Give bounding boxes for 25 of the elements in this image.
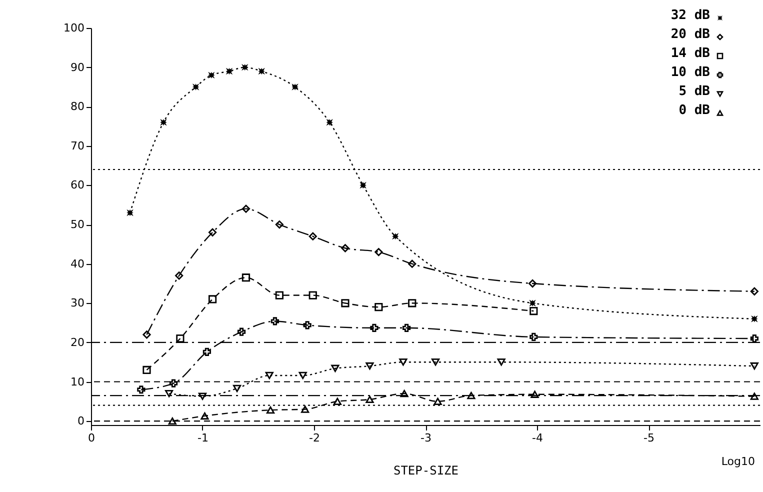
y-tick-label: 20 bbox=[70, 336, 84, 349]
x-tick-label: -5 bbox=[644, 432, 654, 444]
legend-label: 32 dB bbox=[670, 8, 710, 23]
y-tick-label: 80 bbox=[70, 100, 84, 114]
y-tick-label: 0 bbox=[78, 414, 84, 428]
x-tick-label: -4 bbox=[532, 432, 543, 444]
y-tick-label: 30 bbox=[70, 296, 84, 310]
legend-label: 5 dB bbox=[678, 84, 710, 99]
y-tick-label: 10 bbox=[70, 375, 84, 388]
y-tick-label: 100 bbox=[64, 22, 84, 34]
x-tick-label: -2 bbox=[309, 432, 320, 444]
legend-label: 14 dB bbox=[670, 46, 710, 61]
x-tick-label: 0 bbox=[88, 432, 95, 444]
x-axis-title: STEP-SIZE bbox=[393, 464, 459, 478]
y-tick-label: 90 bbox=[70, 60, 84, 74]
y-tick-label: 40 bbox=[70, 257, 84, 270]
legend-label: 0 dB bbox=[678, 103, 710, 118]
text: Log10 bbox=[721, 455, 755, 468]
legend-label: 10 dB bbox=[670, 65, 710, 80]
y-tick-label: 70 bbox=[70, 139, 84, 152]
x-tick-label: -3 bbox=[420, 432, 432, 444]
legend-label: 20 dB bbox=[670, 27, 710, 42]
y-tick-label: 50 bbox=[70, 218, 84, 232]
y-tick-label: 60 bbox=[70, 178, 84, 192]
x-tick-label: -1 bbox=[198, 432, 208, 444]
